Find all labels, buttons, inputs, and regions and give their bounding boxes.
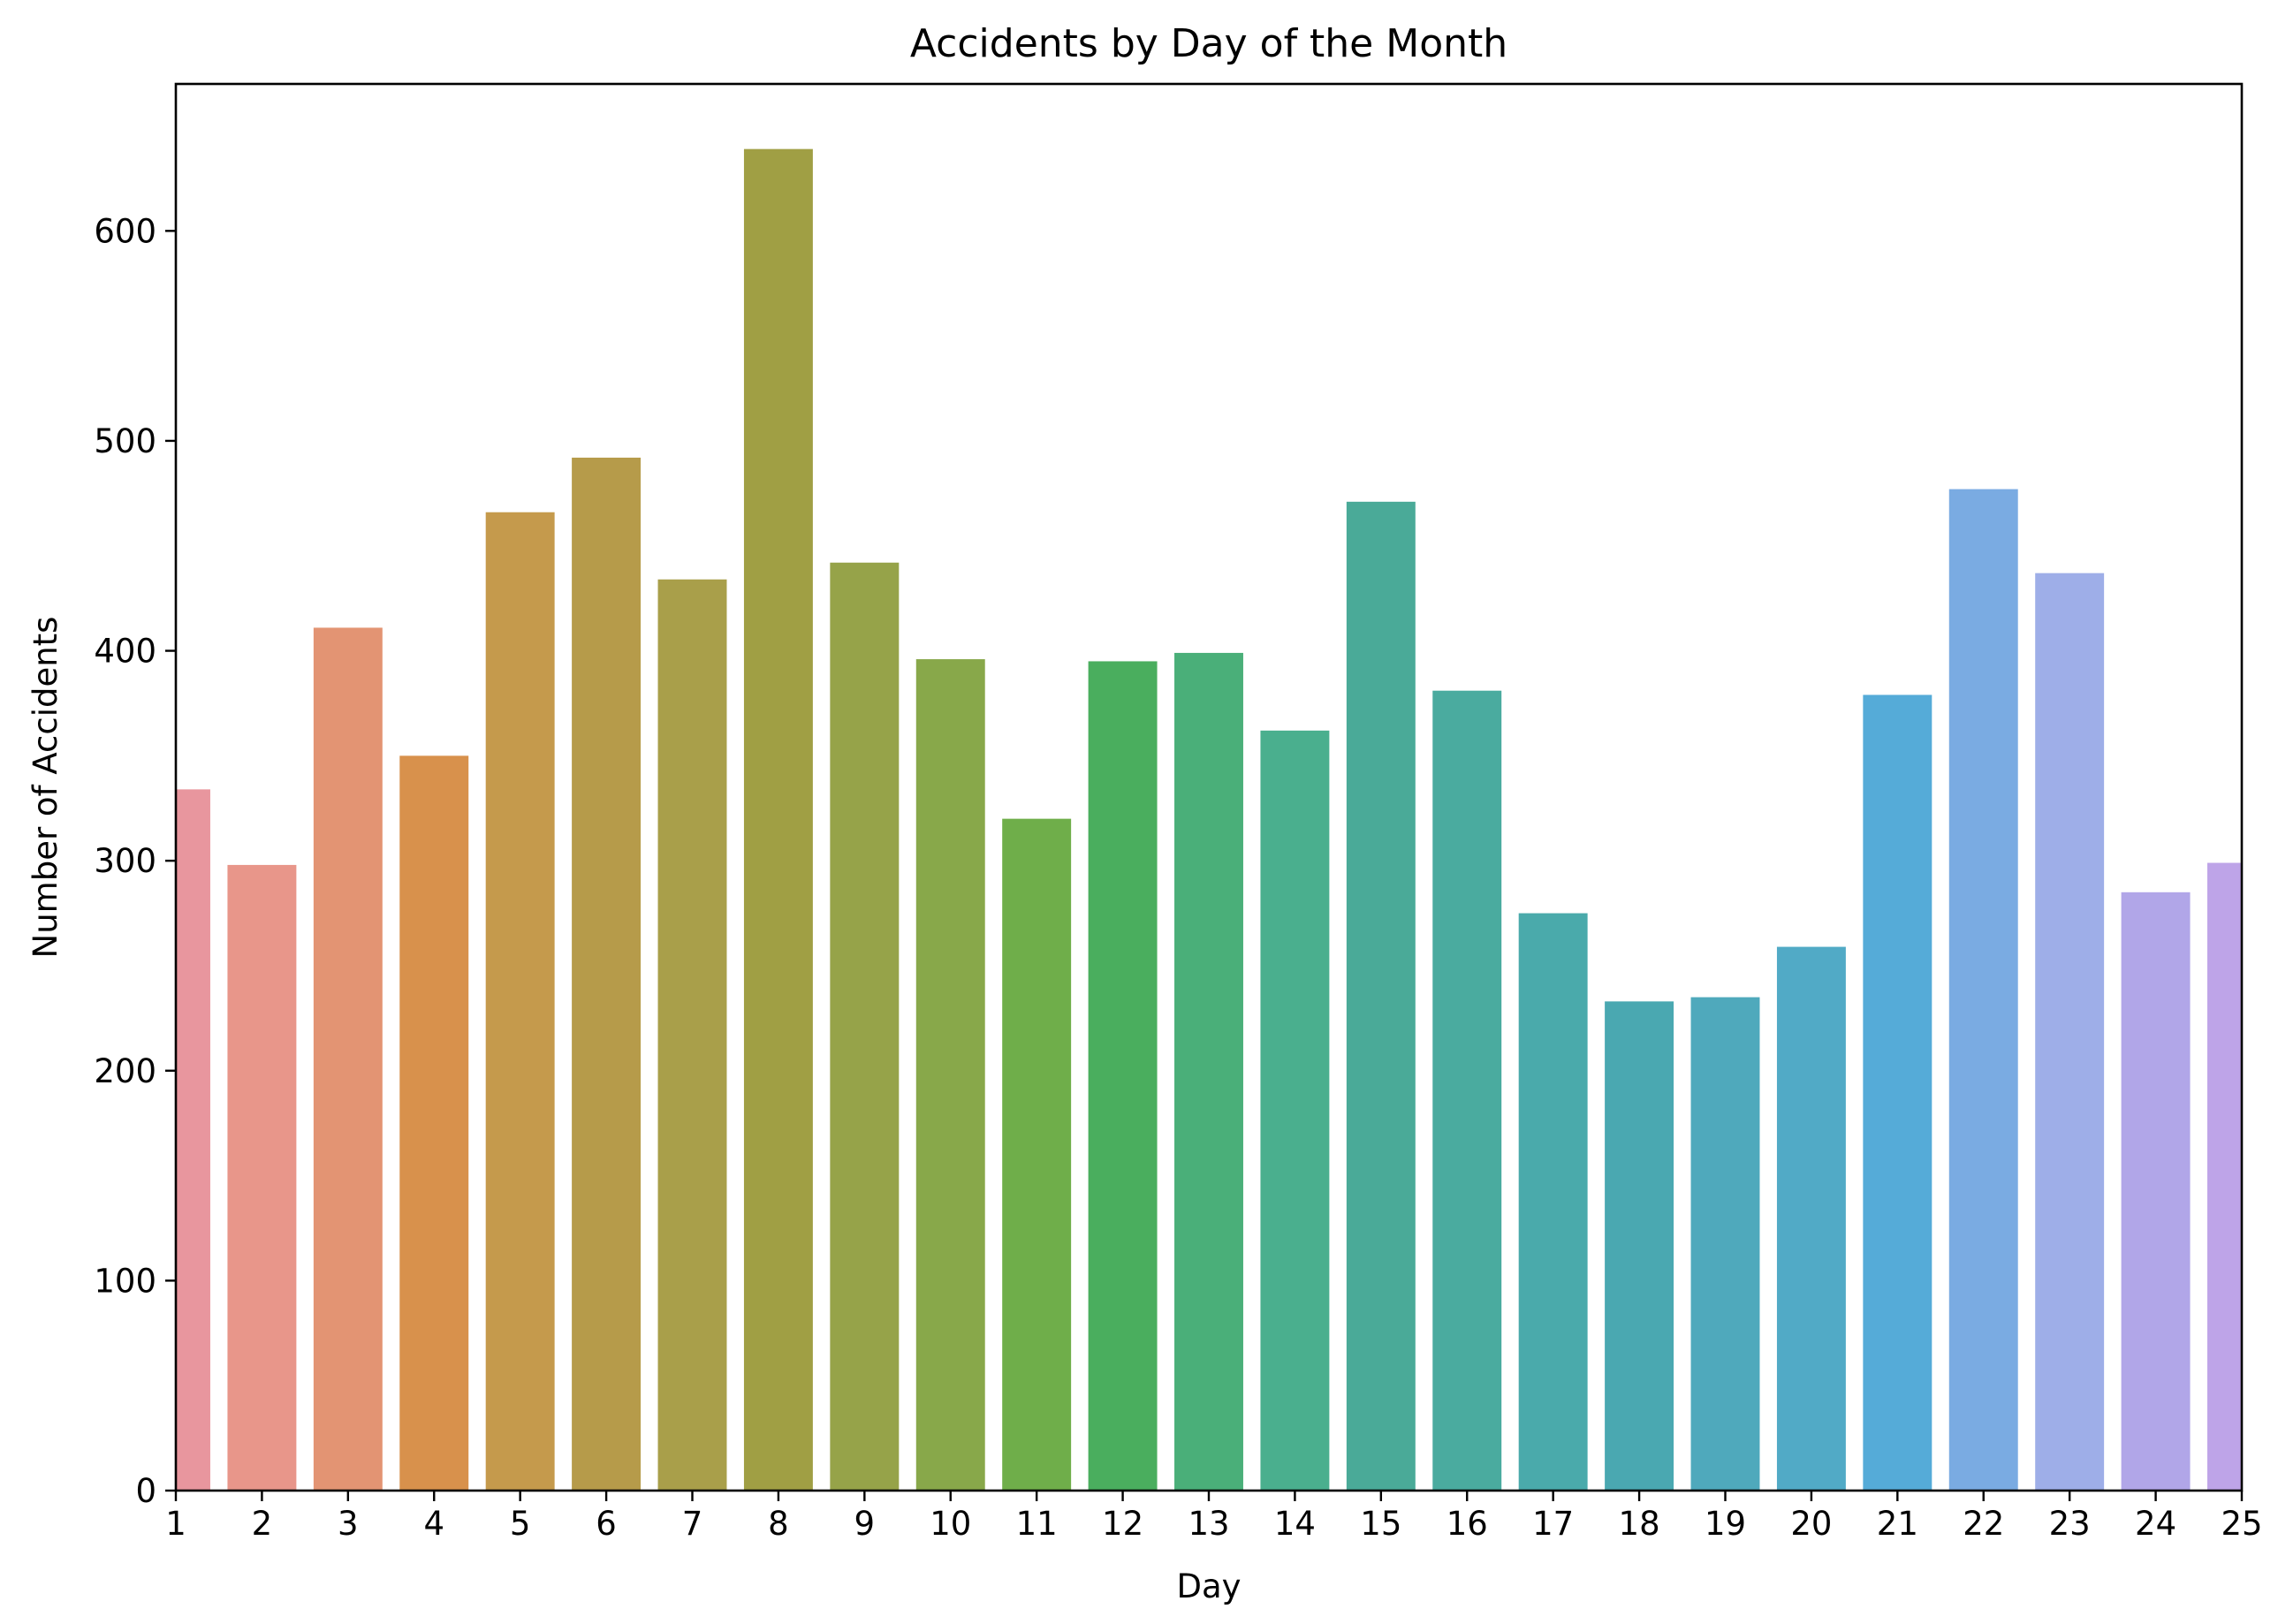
bar-day-17 — [1518, 913, 1588, 1491]
x-tick-label: 23 — [2049, 1505, 2091, 1543]
x-tick-label: 8 — [768, 1505, 789, 1543]
bar-day-8 — [743, 148, 813, 1491]
x-tick-label: 22 — [1963, 1505, 2004, 1543]
x-tick-label: 11 — [1016, 1505, 1058, 1543]
x-axis-label: Day — [1176, 1567, 1241, 1605]
y-axis-ticks: 0 100 200 300 400 500 600 — [94, 212, 176, 1510]
x-tick-label: 7 — [682, 1505, 703, 1543]
bar-day-11 — [1002, 818, 1072, 1491]
x-tick-label: 21 — [1877, 1505, 1918, 1543]
y-tick-label: 500 — [94, 422, 156, 460]
bars-group — [176, 148, 2242, 1491]
x-tick-label: 3 — [338, 1505, 359, 1543]
x-tick-label: 2 — [252, 1505, 273, 1543]
bar-day-14 — [1260, 730, 1330, 1491]
bar-day-19 — [1690, 997, 1760, 1491]
x-tick-label: 17 — [1532, 1505, 1574, 1543]
bar-day-12 — [1088, 661, 1158, 1491]
bar-day-22 — [1948, 489, 2018, 1491]
x-tick-label: 20 — [1790, 1505, 1832, 1543]
bar-day-7 — [657, 579, 727, 1491]
plot-frame — [174, 82, 2244, 1492]
bar-day-24 — [2121, 892, 2191, 1491]
bar-day-15 — [1346, 501, 1416, 1491]
bar-day-25 — [2207, 862, 2242, 1491]
bar-day-10 — [915, 659, 985, 1491]
y-axis-label: Number of Accidents — [27, 617, 65, 959]
x-tick-label: 9 — [854, 1505, 876, 1543]
x-tick-label: 1 — [165, 1505, 186, 1543]
x-tick-label: 14 — [1274, 1505, 1316, 1543]
bar-day-9 — [830, 562, 900, 1491]
x-tick-label: 15 — [1360, 1505, 1401, 1543]
y-tick-label: 200 — [94, 1052, 156, 1090]
x-tick-label: 25 — [2221, 1505, 2262, 1543]
y-tick-label: 600 — [94, 212, 156, 250]
bar-day-18 — [1605, 1001, 1674, 1491]
bar-day-6 — [572, 457, 642, 1491]
y-tick-label: 400 — [94, 633, 156, 671]
x-tick-label: 19 — [1705, 1505, 1746, 1543]
bar-day-1 — [176, 789, 210, 1491]
bar-day-4 — [399, 755, 469, 1491]
x-tick-label: 4 — [423, 1505, 444, 1543]
y-tick-label: 100 — [94, 1262, 156, 1300]
x-tick-label: 5 — [510, 1505, 531, 1543]
y-tick-label: 300 — [94, 842, 156, 880]
x-tick-label: 6 — [596, 1505, 617, 1543]
x-tick-label: 16 — [1447, 1505, 1488, 1543]
x-axis-ticks: 1 2 3 4 5 6 7 8 9 10 11 12 13 14 15 16 17 18 19 20 21 22 23 24 2… — [165, 1491, 2263, 1543]
bar-day-16 — [1432, 690, 1502, 1491]
x-tick-label: 10 — [930, 1505, 971, 1543]
y-tick-label: 0 — [135, 1472, 156, 1510]
bar-day-23 — [2035, 573, 2105, 1491]
bar-day-20 — [1776, 946, 1846, 1491]
bar-day-5 — [485, 512, 555, 1491]
x-tick-label: 12 — [1102, 1505, 1143, 1543]
bar-day-2 — [227, 864, 297, 1491]
x-tick-label: 18 — [1619, 1505, 1660, 1543]
bar-day-13 — [1174, 652, 1243, 1491]
x-tick-label: 13 — [1188, 1505, 1229, 1543]
bar-day-3 — [313, 627, 383, 1491]
chart-title: Accidents by Day of the Month — [910, 21, 1507, 66]
bar-day-21 — [1863, 694, 1933, 1491]
x-tick-label: 24 — [2135, 1505, 2176, 1543]
